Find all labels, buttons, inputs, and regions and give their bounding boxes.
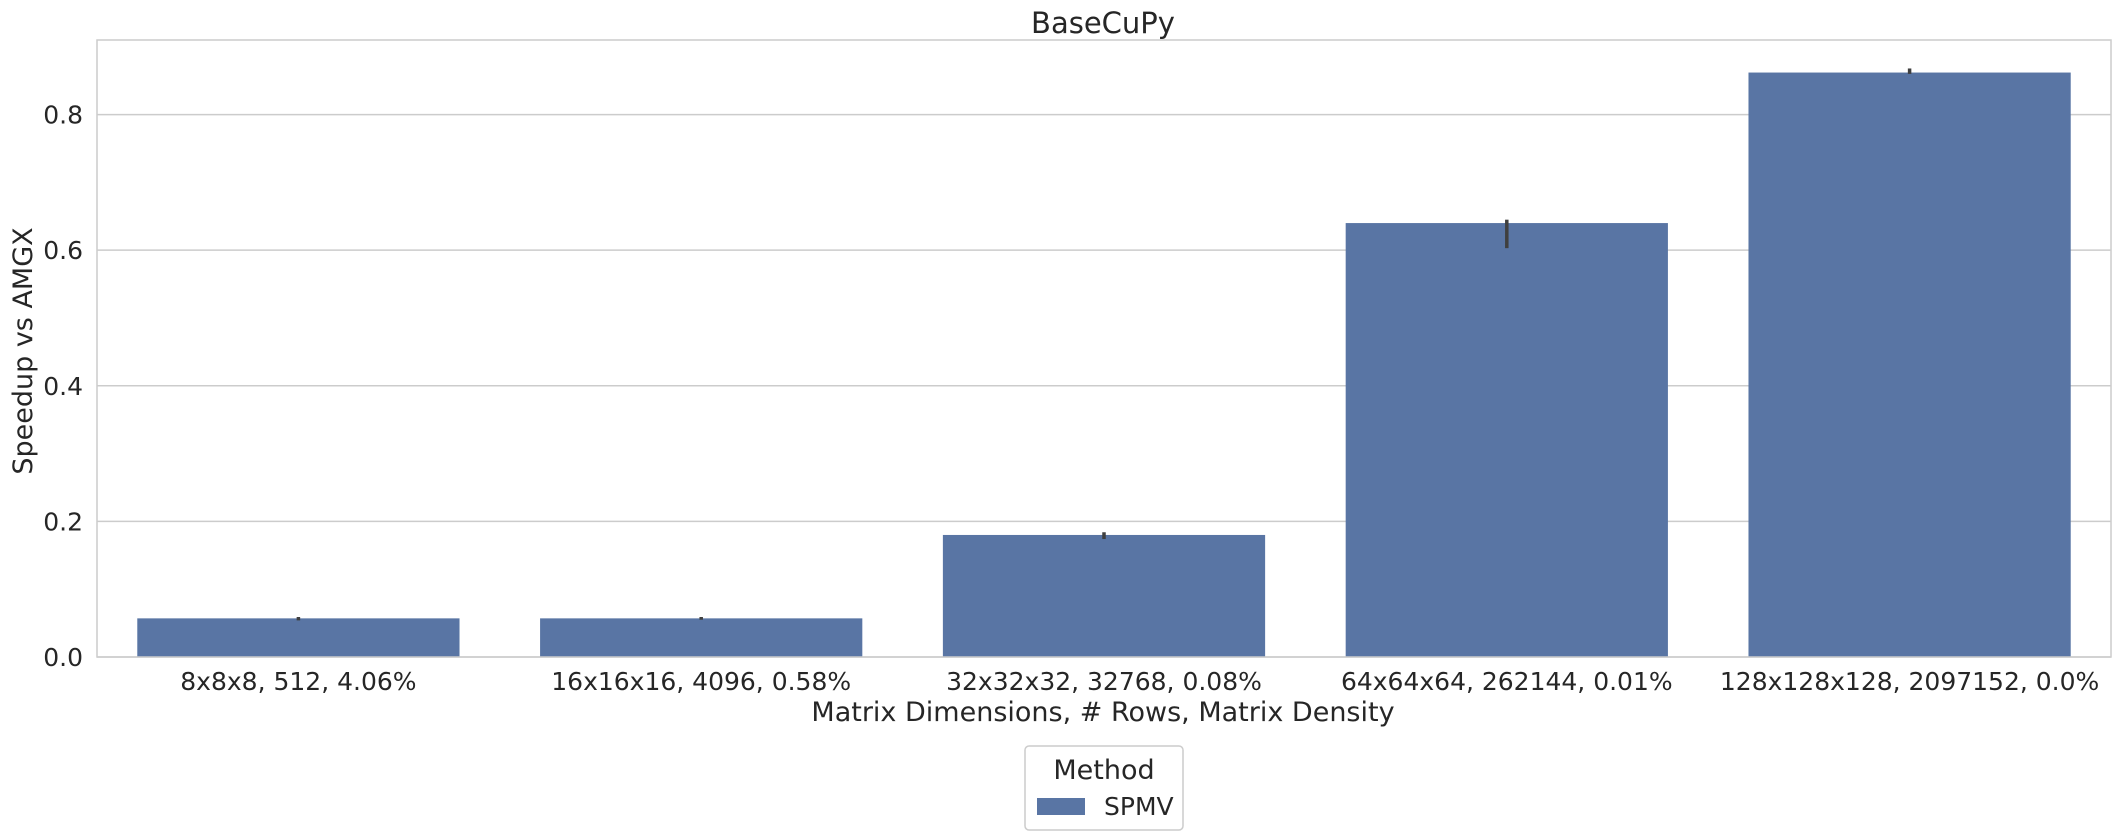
x-tick-label: 8x8x8, 512, 4.06% bbox=[180, 667, 416, 696]
x-tick-label: 64x64x64, 262144, 0.01% bbox=[1341, 667, 1673, 696]
y-tick-label: 0.4 bbox=[43, 372, 83, 401]
x-tick-labels: 8x8x8, 512, 4.06% 16x16x16, 4096, 0.58% 32… bbox=[180, 667, 2099, 696]
legend: Method SPMV bbox=[1024, 745, 1184, 831]
bar bbox=[942, 534, 1266, 657]
x-tick-label: 128x128x128, 2097152, 0.0% bbox=[1720, 667, 2099, 696]
legend-label: SPMV bbox=[1104, 792, 1174, 821]
y-tick-label: 0.6 bbox=[43, 236, 83, 265]
y-tick-label: 0.2 bbox=[43, 507, 83, 536]
y-tick-labels: 0.0 0.2 0.4 0.6 0.8 bbox=[43, 101, 83, 672]
legend-title: Method bbox=[1053, 755, 1154, 786]
x-tick-label: 16x16x16, 4096, 0.58% bbox=[551, 667, 851, 696]
error-bars bbox=[296, 68, 1912, 621]
y-axis-title: Speedup vs AMGX bbox=[8, 227, 39, 474]
y-tick-label: 0.0 bbox=[43, 643, 83, 672]
bars bbox=[137, 72, 2071, 658]
x-tick-label: 32x32x32, 32768, 0.08% bbox=[946, 667, 1262, 696]
bar bbox=[1748, 72, 2071, 658]
bar bbox=[540, 618, 863, 657]
y-tick-label: 0.8 bbox=[43, 101, 83, 130]
bar bbox=[137, 618, 460, 657]
plot-frame bbox=[96, 39, 2112, 658]
bar bbox=[1345, 223, 1668, 658]
chart-title: BaseCuPy bbox=[1031, 6, 1175, 40]
x-axis-title: Matrix Dimensions, # Rows, Matrix Densit… bbox=[811, 697, 1394, 728]
legend-swatch bbox=[1037, 798, 1085, 815]
